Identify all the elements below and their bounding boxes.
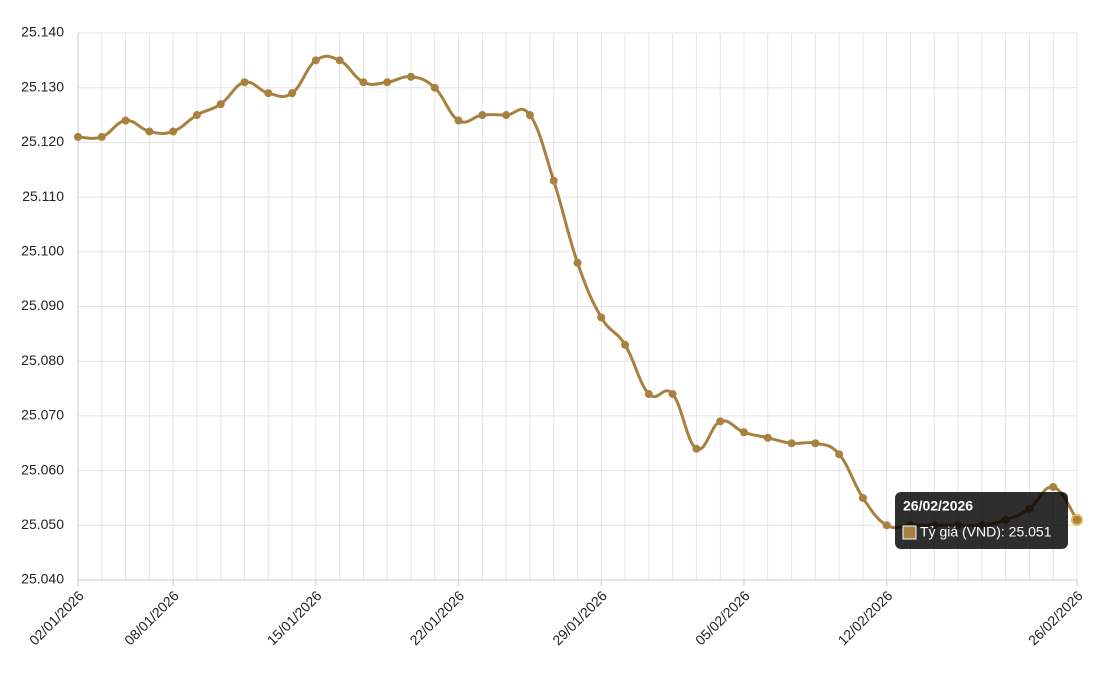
- y-tick-label: 25.130: [21, 78, 64, 94]
- x-tick-label: 26/02/2026: [1025, 587, 1086, 648]
- data-point: [240, 78, 249, 87]
- y-tick-label: 25.100: [21, 243, 64, 259]
- data-point: [192, 111, 201, 120]
- data-point: [502, 111, 511, 120]
- y-tick-label: 25.060: [21, 461, 64, 477]
- data-point: [264, 89, 273, 98]
- x-tick-label: 05/02/2026: [692, 587, 753, 648]
- data-point: [692, 444, 701, 453]
- tooltip-title: 26/02/2026: [903, 498, 973, 514]
- data-point: [145, 127, 154, 136]
- x-tick-label: 15/01/2026: [264, 587, 325, 648]
- data-point: [668, 390, 677, 399]
- x-tick-label: 22/01/2026: [406, 587, 467, 648]
- y-tick-label: 25.120: [21, 133, 64, 149]
- data-point: [169, 127, 178, 136]
- data-point: [811, 439, 820, 448]
- x-tick-label: 02/01/2026: [26, 587, 87, 648]
- y-tick-label: 25.110: [22, 188, 64, 204]
- tooltip-box: [895, 492, 1068, 549]
- y-tick-label: 25.090: [21, 297, 64, 313]
- data-point: [454, 116, 463, 125]
- data-point: [216, 100, 225, 109]
- data-point: [430, 83, 439, 92]
- tooltip-swatch: [902, 525, 917, 540]
- y-tick-label: 25.040: [21, 571, 64, 587]
- data-point: [763, 433, 772, 442]
- data-point: [621, 340, 630, 349]
- y-tick-label: 25.080: [21, 352, 64, 368]
- tooltip: 26/02/2026 Tỷ giá (VND): 25.051: [895, 492, 1068, 549]
- data-point: [478, 111, 487, 120]
- data-point: [288, 89, 297, 98]
- data-point: [121, 116, 130, 125]
- data-point: [573, 258, 582, 267]
- data-point: [716, 417, 725, 426]
- data-point: [1071, 513, 1083, 526]
- data-point: [740, 428, 748, 437]
- data-point: [597, 313, 606, 322]
- data-point: [359, 78, 368, 87]
- data-point: [835, 450, 844, 459]
- data-point: [549, 176, 558, 185]
- y-tick-label: 25.070: [21, 407, 64, 423]
- data-point: [644, 390, 653, 399]
- y-tick-label: 25.050: [21, 516, 64, 532]
- data-point: [311, 56, 320, 65]
- data-point: [787, 439, 796, 448]
- data-point: [407, 72, 415, 81]
- data-point: [882, 521, 891, 530]
- data-point: [858, 493, 867, 502]
- x-tick-label: 08/01/2026: [121, 587, 182, 648]
- data-point: [1049, 483, 1058, 492]
- y-tick-label: 25.140: [21, 24, 64, 40]
- data-point: [525, 111, 534, 120]
- data-point: [74, 132, 82, 141]
- x-tick-label: 29/01/2026: [549, 587, 610, 648]
- x-tick-label: 12/02/2026: [835, 587, 896, 648]
- data-point: [383, 78, 392, 87]
- data-point: [335, 56, 344, 65]
- tooltip-text: Tỷ giá (VND): 25.051: [920, 524, 1052, 540]
- data-point: [97, 132, 106, 141]
